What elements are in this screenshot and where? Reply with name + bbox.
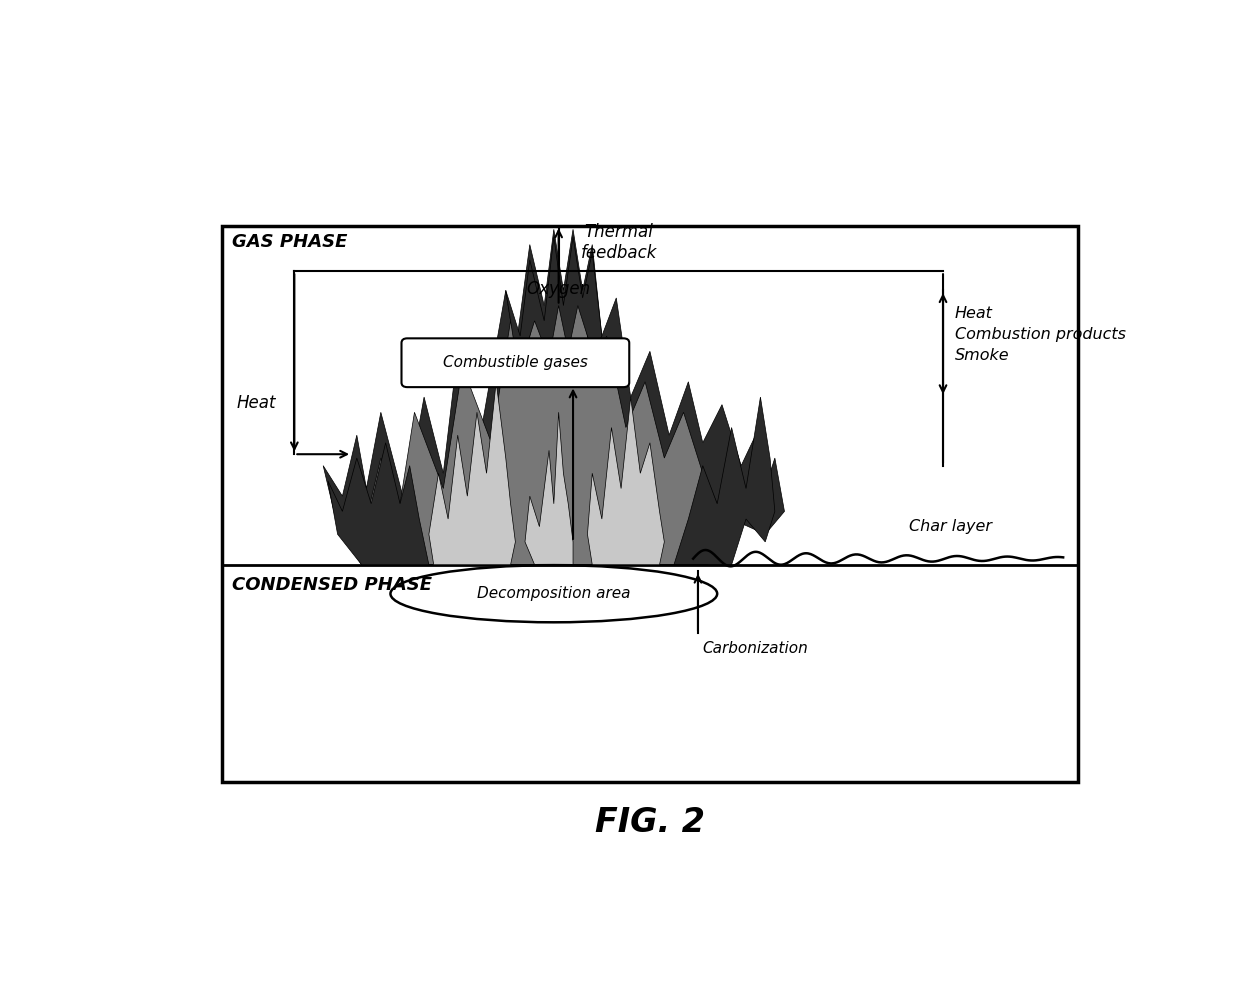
Text: FIG. 2: FIG. 2 (595, 806, 704, 840)
Text: Oxygen: Oxygen (527, 280, 590, 298)
Text: Combustible gases: Combustible gases (443, 355, 588, 370)
Polygon shape (675, 397, 775, 564)
Polygon shape (588, 397, 665, 564)
Polygon shape (324, 230, 785, 564)
FancyBboxPatch shape (402, 339, 629, 387)
Text: Heat: Heat (237, 394, 277, 412)
Polygon shape (506, 237, 601, 359)
Polygon shape (525, 412, 573, 564)
Text: Heat
Combustion products
Smoke: Heat Combustion products Smoke (955, 306, 1126, 362)
Polygon shape (429, 382, 516, 564)
Bar (222, 226, 1078, 782)
Polygon shape (367, 275, 717, 564)
Text: GAS PHASE: GAS PHASE (232, 233, 347, 251)
Text: Thermal
feedback: Thermal feedback (580, 224, 657, 262)
Text: Decomposition area: Decomposition area (477, 586, 631, 601)
Text: CONDENSED PHASE: CONDENSED PHASE (232, 576, 432, 594)
Text: Char layer: Char layer (909, 519, 992, 535)
Text: Carbonization: Carbonization (703, 641, 808, 656)
Polygon shape (327, 443, 429, 564)
